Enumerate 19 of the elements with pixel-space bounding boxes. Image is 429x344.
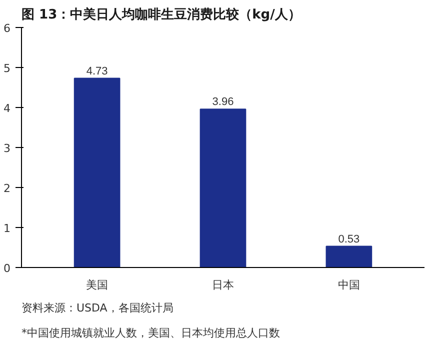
y-tick-label: 1 [4,222,10,235]
y-tick-label: 6 [4,22,10,35]
bar [74,78,120,268]
chart-title: 图 13：中美日人均咖啡生豆消费比较（kg/人） [22,6,301,22]
data-label: 4.73 [86,65,108,78]
x-tick-label: 美国 [86,278,108,292]
x-tick-label: 日本 [212,278,234,292]
y-tick-label: 4 [4,102,10,115]
data-label: 0.53 [338,233,360,246]
x-tick-label: 中国 [338,278,360,292]
y-tick-label: 3 [4,142,10,155]
data-label: 3.96 [212,96,234,108]
y-tick-label: 5 [4,62,10,75]
bar [200,108,246,268]
y-tick-label: 0 [4,262,10,275]
text: 资料来源：USDA，各国统计局 [22,302,174,314]
text: *中国使用城镇就业人数，美国、日本均使用总人口数 [22,326,280,340]
y-tick-label: 2 [4,182,10,195]
bar [326,246,372,268]
